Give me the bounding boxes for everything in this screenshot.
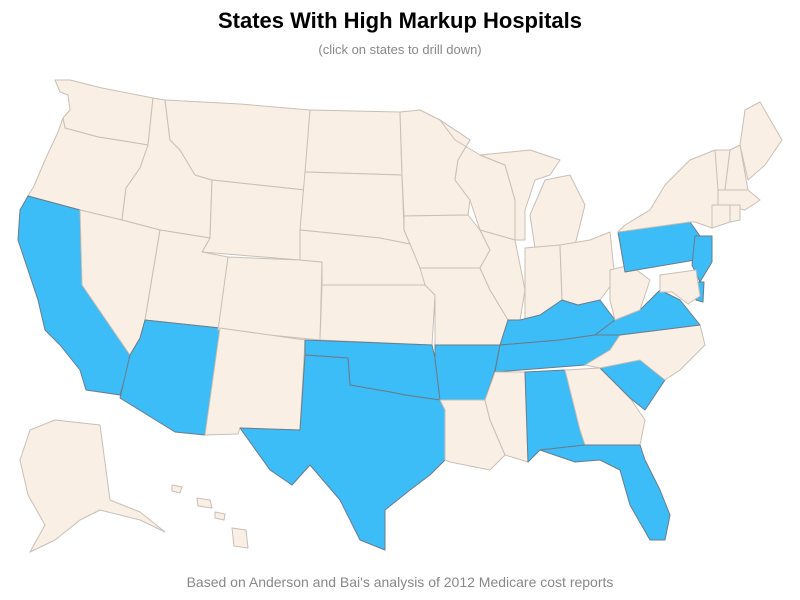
state-ks[interactable]: KS bbox=[319, 284, 436, 346]
map-title: States With High Markup Hospitals bbox=[217, 8, 583, 33]
state-ny[interactable]: NY bbox=[617, 149, 726, 233]
state-ak[interactable]: AK bbox=[19, 419, 166, 553]
state-me[interactable]: ME bbox=[739, 101, 783, 181]
state-tx[interactable]: TX bbox=[239, 354, 446, 551]
map-subtitle: (click on states to drill down) bbox=[318, 42, 482, 57]
state-hi[interactable]: HI bbox=[171, 484, 249, 549]
state-ri[interactable]: RI bbox=[729, 204, 741, 223]
state-co[interactable]: CO bbox=[217, 256, 323, 341]
state-ia[interactable]: IA bbox=[403, 214, 491, 269]
state-nd[interactable]: ND bbox=[304, 109, 403, 176]
state-md[interactable]: MD bbox=[659, 269, 701, 305]
state-nj[interactable]: NJ bbox=[691, 235, 713, 283]
state-fl[interactable]: FL bbox=[539, 444, 671, 541]
state-ct[interactable]: CT bbox=[711, 204, 731, 229]
map-footnote: Based on Anderson and Bai's analysis of … bbox=[186, 574, 614, 590]
state-wy[interactable]: WY bbox=[201, 179, 306, 261]
state-nm[interactable]: NM bbox=[204, 327, 306, 436]
